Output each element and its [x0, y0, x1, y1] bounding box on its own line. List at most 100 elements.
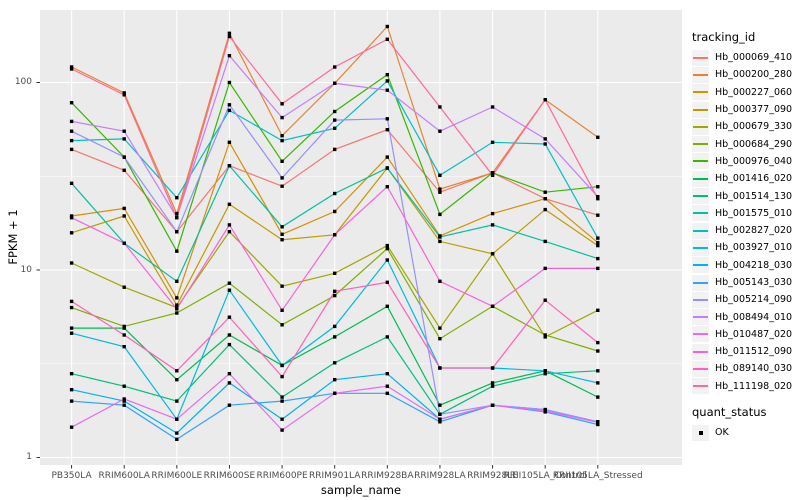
- data-point-Hb_002827_020-RRIM928LE: [490, 140, 495, 144]
- quant-status-legend-title: quant_status: [692, 404, 767, 419]
- data-point-Hb_000227_060-RRIM600LE: [175, 296, 179, 300]
- data-point-Hb_005143_030-PB350LA: [69, 399, 74, 403]
- data-point-Hb_011512_090-PB350LA: [69, 216, 74, 220]
- data-point-Hb_001575_010-RRIM928LA: [438, 235, 442, 239]
- data-point-Hb_011512_090-RRIM928LA: [438, 279, 442, 283]
- data-point-Hb_000377_090-RRII105LA_Control: [543, 207, 547, 212]
- legend-item-label: Hb_001514_130: [715, 190, 793, 202]
- data-point-Hb_002827_020-RRIM600PE: [280, 138, 284, 143]
- data-point-Hb_005143_030-RRIM600LE: [175, 437, 179, 441]
- legend-line-icon: [693, 333, 708, 336]
- legend-line-icon: [693, 160, 708, 163]
- data-point-Hb_005143_030-RRIM600LA: [122, 403, 126, 407]
- data-point-Hb_000679_330-RRIM928LA: [438, 326, 442, 330]
- data-point-Hb_001514_130-PB350LA: [69, 372, 74, 376]
- data-point-Hb_000200_280-RRIM600LE: [175, 211, 179, 216]
- x-axis-title: sample_name: [320, 483, 402, 497]
- legend-item-label: Hb_001575_010: [715, 207, 793, 219]
- data-point-Hb_011512_090-RRIM600LE: [175, 307, 179, 311]
- data-point-Hb_005143_030-RRII105LA_Stressed: [596, 422, 600, 427]
- data-point-Hb_111198_020-RRII105LA_Control: [543, 98, 547, 102]
- data-point-Hb_005214_090-RRIM600LE: [175, 230, 179, 234]
- data-point-Hb_000684_290-RRII105LA_Stressed: [596, 349, 600, 353]
- data-point-Hb_001514_130-RRIM928BA: [385, 335, 389, 339]
- x-tick-label-RRIM600LE: RRIM600LE: [151, 471, 203, 481]
- data-point-Hb_003927_010-PB350LA: [69, 331, 74, 335]
- tracking-id-legend-title: tracking_id: [692, 30, 756, 44]
- legend-line-icon: [693, 281, 708, 284]
- y-axis-title: FPKM + 1: [6, 209, 20, 265]
- legend-item-label: Hb_005214_090: [715, 294, 793, 306]
- data-point-Hb_001416_020-RRII105LA_Stressed: [596, 395, 600, 399]
- legend-line-icon: [693, 367, 708, 370]
- data-point-Hb_008494_010-RRIM600SE: [227, 54, 232, 58]
- data-point-Hb_089140_030-RRIM600LA: [122, 333, 126, 337]
- data-point-Hb_002827_020-PB350LA: [69, 138, 74, 143]
- data-point-Hb_000679_330-RRIM901LA: [333, 271, 337, 275]
- tracking-id-legend-items: Hb_000069_410 Hb_000200_280 Hb_000227_060 H…: [692, 49, 798, 395]
- data-point-Hb_000679_330-RRII105LA_Stressed: [596, 308, 600, 312]
- data-point-Hb_008494_010-RRIM928LA: [438, 129, 442, 133]
- legend-key-swatch: [692, 170, 709, 187]
- legend-key-swatch: [692, 326, 709, 343]
- data-point-Hb_000976_040-RRIM600PE: [280, 159, 284, 163]
- data-point-Hb_000200_280-RRIM600PE: [280, 134, 284, 138]
- data-point-Hb_111198_020-RRIM901LA: [333, 65, 337, 69]
- data-point-Hb_001575_010-RRIM600PE: [280, 225, 284, 229]
- legend-item-Hb_000227_060: Hb_000227_060: [692, 84, 798, 101]
- data-point-Hb_002827_020-RRIM600LA: [122, 137, 126, 141]
- data-point-Hb_000684_290-RRII105LA_Control: [543, 333, 547, 337]
- data-point-Hb_001514_130-RRIM600SE: [227, 342, 232, 347]
- data-point-Hb_010487_020-RRIM600SE: [227, 372, 232, 376]
- data-point-Hb_000227_060-RRII105LA_Control: [543, 197, 547, 201]
- data-point-Hb_089140_030-RRII105LA_Control: [543, 298, 547, 302]
- data-point-Hb_000679_330-RRIM928BA: [385, 243, 389, 248]
- data-point-Hb_000069_410-RRIM928BA: [385, 128, 389, 132]
- data-point-Hb_001514_130-RRIM600PE: [280, 395, 284, 399]
- data-point-Hb_010487_020-RRII105LA_Stressed: [596, 420, 600, 424]
- data-point-Hb_001514_130-RRIM901LA: [333, 361, 337, 365]
- legend-item-label: Hb_010487_020: [715, 328, 793, 340]
- data-point-Hb_000976_040-RRIM928LE: [490, 171, 495, 175]
- data-point-Hb_000069_410-RRIM600LA: [122, 168, 126, 172]
- data-point-Hb_001416_020-RRIM901LA: [333, 335, 337, 339]
- legend-item-label: Hb_005143_030: [715, 277, 793, 288]
- data-point-Hb_000684_290-RRIM600SE: [227, 281, 232, 285]
- data-point-Hb_008494_010-RRII105LA_Stressed: [596, 195, 600, 199]
- x-tick-label-RRII105LA_Control: RRII105LA_Control: [503, 471, 587, 481]
- legend-item-Hb_010487_020: Hb_010487_020: [692, 326, 798, 343]
- x-tick-label-RRIM928BA: RRIM928BA: [361, 471, 414, 481]
- legend-item-label: Hb_000377_090: [715, 104, 793, 116]
- data-point-Hb_000200_280-RRII105LA_Stressed: [596, 135, 600, 139]
- y-tick-label-1: 1: [26, 452, 32, 462]
- data-point-Hb_008494_010-RRIM928BA: [385, 88, 389, 92]
- data-point-Hb_111198_020-RRIM600LE: [175, 216, 179, 220]
- data-point-Hb_001575_010-RRIM600LE: [175, 279, 179, 283]
- legend-item-Hb_002827_020: Hb_002827_020: [692, 222, 798, 239]
- x-tick-label-RRII105LA_Stressed: RRII105LA_Stressed: [552, 471, 643, 481]
- data-point-Hb_000377_090-RRIM928LA: [438, 239, 442, 244]
- data-point-Hb_111198_020-RRIM928LA: [438, 105, 442, 109]
- data-point-Hb_003927_010-RRII105LA_Control: [543, 369, 547, 373]
- data-point-Hb_111198_020-PB350LA: [69, 67, 74, 71]
- data-point-Hb_010487_020-RRIM600LE: [175, 417, 179, 421]
- legend-item-Hb_000200_280: Hb_000200_280: [692, 66, 798, 83]
- data-point-Hb_003927_010-RRIM928BA: [385, 258, 389, 262]
- data-point-Hb_005214_090-RRIM928LA: [438, 412, 442, 416]
- data-point-Hb_111198_020-RRIM928BA: [385, 37, 389, 41]
- data-point-Hb_000200_280-RRIM928LA: [438, 187, 442, 191]
- data-point-Hb_008494_010-PB350LA: [69, 119, 74, 124]
- legend-item-Hb_011512_090: Hb_011512_090: [692, 343, 798, 360]
- legend-key-swatch: [692, 378, 709, 395]
- data-point-Hb_011512_090-RRIM901LA: [333, 233, 337, 237]
- data-point-Hb_003927_010-RRIM901LA: [333, 324, 337, 329]
- legend-item-label: Hb_000069_410: [715, 52, 793, 64]
- data-point-Hb_000069_410-RRIM600PE: [280, 184, 284, 188]
- legend-item-Hb_004218_030: Hb_004218_030: [692, 257, 798, 274]
- legend-line-icon: [693, 108, 708, 111]
- legend-item-label: Hb_000200_280: [715, 69, 793, 81]
- data-point-Hb_000679_330-RRIM600PE: [280, 284, 284, 288]
- data-point-Hb_002827_020-RRIM600SE: [227, 108, 232, 113]
- data-point-Hb_004218_030-RRIM600LE: [175, 431, 179, 435]
- quant-status-legend: quant_status OK: [692, 405, 798, 441]
